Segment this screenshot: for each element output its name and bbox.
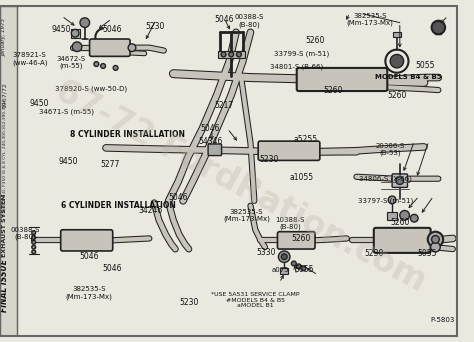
Text: EXHAUST SYSTEM: EXHAUST SYSTEM [2,193,7,257]
Text: 5260: 5260 [390,218,409,226]
Text: FINAL ISSUE: FINAL ISSUE [0,259,9,312]
Text: 5046: 5046 [102,25,122,34]
Text: 10388-S
(B-80): 10388-S (B-80) [275,217,305,231]
Text: 33797-S (m-51): 33797-S (m-51) [358,197,413,204]
FancyBboxPatch shape [297,68,387,91]
Circle shape [71,29,79,37]
Circle shape [278,251,290,263]
FancyBboxPatch shape [61,230,113,251]
Text: 54346: 54346 [198,137,222,146]
Bar [218,51,245,58]
Text: 5260: 5260 [292,234,311,243]
Text: 382535-S
(Mm-173-Mx): 382535-S (Mm-173-Mx) [223,209,270,222]
Bar [0,6,18,336]
Circle shape [296,264,301,269]
Text: 5230: 5230 [180,298,199,307]
Circle shape [100,64,106,68]
Circle shape [432,236,439,243]
Text: 5046: 5046 [79,252,99,261]
Circle shape [292,261,296,266]
Text: MODELS B4 & B5: MODELS B4 & B5 [375,74,442,80]
Text: 20386-S
(B-53): 20386-S (B-53) [376,143,405,156]
Text: 34806-S (X-66): 34806-S (X-66) [359,176,412,183]
Bar [387,212,397,220]
Text: January, 1973: January, 1973 [2,18,7,56]
Circle shape [431,242,440,252]
Text: 5230: 5230 [146,22,165,30]
Circle shape [80,18,90,27]
Text: 34801-S (B-66): 34801-S (B-66) [270,64,323,70]
Circle shape [410,214,418,222]
Text: 5260: 5260 [388,91,407,100]
Circle shape [32,236,36,239]
Text: 9450: 9450 [59,157,78,166]
Circle shape [32,250,36,254]
Text: 5260: 5260 [324,86,343,95]
Circle shape [388,196,396,204]
Circle shape [221,52,226,57]
Text: 5055: 5055 [294,265,313,274]
Text: 5055: 5055 [417,249,437,258]
Circle shape [72,42,82,52]
Circle shape [385,50,409,73]
Text: 34246: 34246 [138,206,163,215]
Circle shape [128,44,136,52]
Text: 6 CYLINDER INSTALLATION: 6 CYLINDER INSTALLATION [61,201,176,210]
Circle shape [390,54,404,68]
Circle shape [237,52,241,57]
Text: 5055: 5055 [415,61,435,70]
Text: 00388-S
(B-80): 00388-S (B-80) [234,14,264,28]
Circle shape [32,240,36,244]
Text: 1967/72: 1967/72 [2,82,7,108]
Circle shape [32,245,36,249]
Circle shape [32,231,36,235]
Text: 5277: 5277 [100,160,119,169]
FancyBboxPatch shape [208,144,221,156]
Text: 5046: 5046 [214,15,234,24]
Circle shape [432,21,445,34]
FancyBboxPatch shape [90,39,130,56]
Circle shape [281,254,287,260]
Text: F350 (4 x 4), F350 (6 & 8 CYL. 240,300,352,390,391): F350 (4 x 4), F350 (6 & 8 CYL. 240,300,3… [3,100,7,215]
Text: a5255: a5255 [294,135,318,144]
Circle shape [396,177,404,184]
Text: P-5803: P-5803 [431,317,455,323]
Text: 34672-S
(m-55): 34672-S (m-55) [56,55,85,69]
Text: 5217: 5217 [214,101,233,109]
Circle shape [428,232,443,247]
Circle shape [94,62,99,66]
Text: 5260: 5260 [305,36,325,45]
Text: 378920-S (ww-50-D): 378920-S (ww-50-D) [55,86,128,92]
Text: 5046: 5046 [201,124,220,133]
Circle shape [400,210,410,220]
Text: 33799-S (m-51): 33799-S (m-51) [274,51,329,57]
Circle shape [113,66,118,70]
Text: 5230: 5230 [365,249,384,258]
Text: 9450: 9450 [29,99,48,108]
Text: 5046: 5046 [168,193,188,202]
Text: 5230: 5230 [260,155,279,164]
Text: 00388-S
(B-80): 00388-S (B-80) [10,227,40,240]
Text: 67-72 FordRation.com: 67-72 FordRation.com [50,75,432,299]
FancyBboxPatch shape [392,174,408,187]
Text: 378921-S
(ww-46-A): 378921-S (ww-46-A) [12,52,47,66]
FancyBboxPatch shape [258,141,320,160]
Circle shape [229,52,234,57]
Text: 9450: 9450 [52,25,72,34]
Text: 34671-S (m-55): 34671-S (m-55) [39,108,94,115]
Bar [71,29,80,38]
Text: a075: a075 [272,267,290,273]
FancyBboxPatch shape [277,232,315,249]
Bar [280,268,288,274]
Circle shape [301,266,306,271]
Text: 5330: 5330 [256,248,275,257]
Bar [393,32,401,37]
Text: *USE 5A531 SERVICE CLAMP
#MODELS B4 & B5
aMODEL B1: *USE 5A531 SERVICE CLAMP #MODELS B4 & B5… [211,292,300,308]
FancyBboxPatch shape [374,228,431,253]
Text: 5046: 5046 [102,264,122,273]
Text: 382535-S
(Mm-173-Mx): 382535-S (Mm-173-Mx) [65,286,112,300]
Text: 382535-S
(Mm-173-Mx): 382535-S (Mm-173-Mx) [346,13,393,26]
Text: 8 CYLINDER INSTALLATION: 8 CYLINDER INSTALLATION [70,130,185,139]
Text: a1055: a1055 [289,173,313,182]
